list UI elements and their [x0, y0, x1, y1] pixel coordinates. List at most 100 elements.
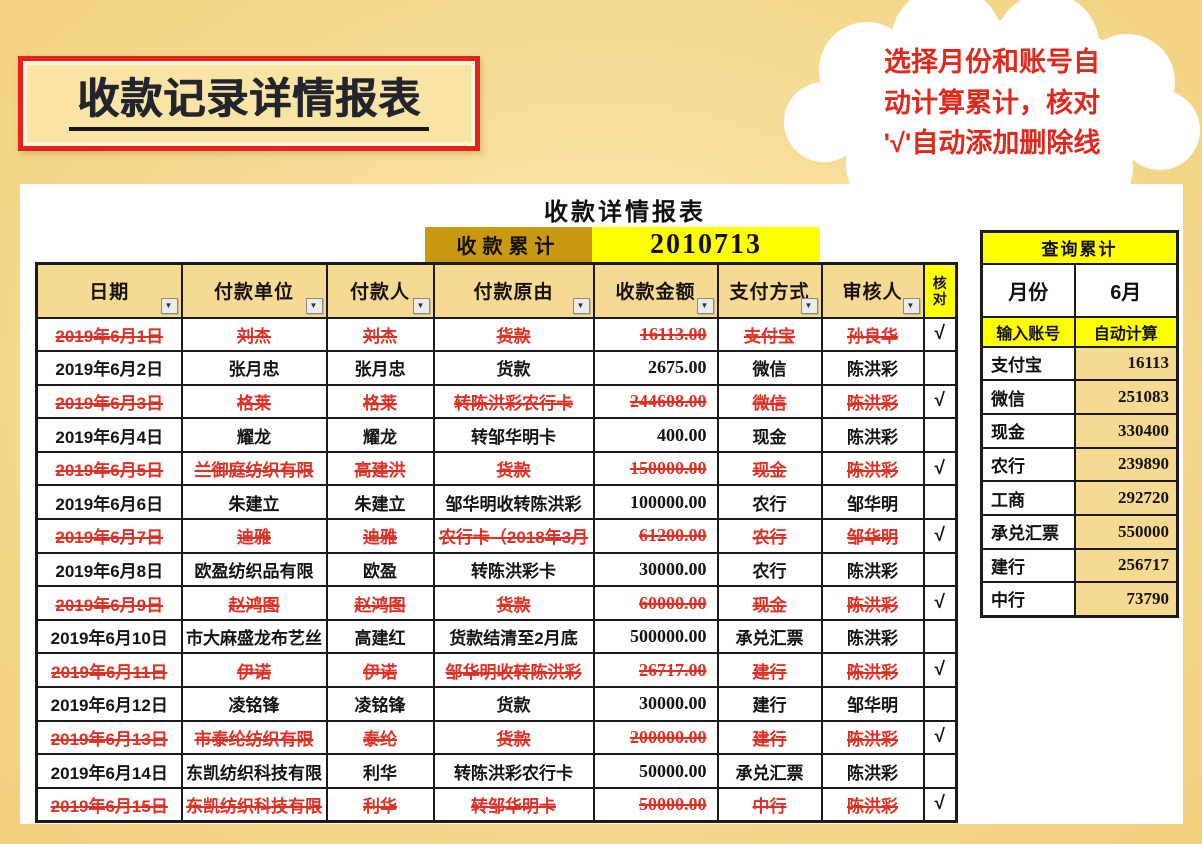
filter-dropdown-icon[interactable]: ▼ — [902, 297, 920, 314]
filter-dropdown-icon[interactable]: ▼ — [696, 297, 714, 314]
month-label-cell: 月份 — [980, 262, 1076, 318]
cell-reason: 转陈洪彩卡 — [432, 551, 595, 588]
cell-check[interactable] — [922, 753, 958, 789]
account-name-cell[interactable]: 微信 — [980, 379, 1076, 415]
month-value-cell[interactable]: 6月 — [1073, 262, 1179, 318]
cell-reviewer: 陈洪彩 — [820, 383, 925, 420]
cell-check[interactable]: √ — [922, 719, 958, 756]
cell-check[interactable]: √ — [922, 450, 958, 487]
cell-reason: 转陈洪彩农行卡 — [432, 383, 595, 420]
cell-reviewer: 陈洪彩 — [820, 551, 925, 588]
account-name-cell[interactable]: 支付宝 — [980, 345, 1076, 382]
account-row: 农行 239890 — [980, 446, 1179, 483]
table-row: 2019年6月9日 赵鸿图 赵鸿图 货款 60000.00 现金 陈洪彩 √ — [35, 585, 958, 621]
cell-unit: 市大麻盛龙布艺丝 — [180, 618, 328, 655]
cell-amount: 150000.00 — [592, 450, 719, 487]
cell-check[interactable]: √ — [922, 652, 958, 689]
account-name-cell[interactable]: 中行 — [980, 581, 1076, 617]
cell-payer: 耀龙 — [325, 417, 435, 453]
account-value-cell: 292720 — [1073, 480, 1179, 516]
cell-payer: 高建洪 — [325, 450, 435, 487]
cell-check[interactable] — [922, 350, 958, 386]
cell-method: 微信 — [716, 350, 823, 386]
account-name-cell[interactable]: 工商 — [980, 480, 1076, 516]
cell-method: 建行 — [716, 686, 823, 722]
cell-reviewer: 陈洪彩 — [820, 719, 925, 756]
column-header-amount: 收款金额 ▼ — [592, 262, 719, 319]
account-name-cell[interactable]: 承兑汇票 — [980, 513, 1076, 550]
cell-check[interactable]: √ — [922, 518, 958, 554]
cell-amount: 2675.00 — [592, 350, 719, 386]
account-name-cell[interactable]: 建行 — [980, 547, 1076, 584]
filter-dropdown-icon[interactable]: ▼ — [412, 297, 430, 314]
cell-check[interactable] — [922, 484, 958, 521]
cumulative-banner: 收款累计 2010713 — [425, 227, 820, 262]
cloud-icon — [784, 0, 1200, 247]
cell-reason: 农行卡（2018年3月 — [432, 518, 595, 554]
cell-amount: 26717.00 — [592, 652, 719, 689]
report-table: 日期 ▼ 付款单位 ▼ 付款人 ▼ 付款原由 ▼ 收款金额 ▼ 支付方式 ▼ 审核人 ▼ 核对 2019年6… — [35, 262, 958, 823]
cell-payer: 伊诺 — [325, 652, 435, 689]
cell-reviewer: 邹华明 — [820, 686, 925, 722]
cell-amount: 500000.00 — [592, 618, 719, 655]
cell-date: 2019年6月1日 — [35, 316, 183, 353]
account-row: 微信 251083 — [980, 379, 1179, 415]
cell-method: 现金 — [716, 450, 823, 487]
account-row: 中行 73790 — [980, 581, 1179, 617]
table-row: 2019年6月8日 欧盈纺织品有限 欧盈 转陈洪彩卡 30000.00 农行 陈洪彩 — [35, 551, 958, 588]
callout-line-2: 动计算累计，核对 — [884, 87, 1100, 118]
main-title-box: 收款记录详情报表 — [18, 56, 480, 151]
cell-payer: 欧盈 — [325, 551, 435, 588]
query-panel-title: 查询累计 — [980, 230, 1179, 265]
cell-unit: 市泰纶纺织有限 — [180, 719, 328, 756]
cell-unit: 刘杰 — [180, 316, 328, 353]
cell-date: 2019年6月13日 — [35, 719, 183, 756]
cell-date: 2019年6月11日 — [35, 652, 183, 689]
filter-dropdown-icon[interactable]: ▼ — [160, 297, 178, 314]
cell-payer: 凌铭锋 — [325, 686, 435, 722]
cell-reviewer: 陈洪彩 — [820, 652, 925, 689]
cell-reviewer: 邹华明 — [820, 484, 925, 521]
cell-check[interactable] — [922, 417, 958, 453]
cell-method: 农行 — [716, 551, 823, 588]
cell-date: 2019年6月14日 — [35, 753, 183, 789]
cell-check[interactable]: √ — [922, 316, 958, 353]
cell-amount: 400.00 — [592, 417, 719, 453]
cell-amount: 60000.00 — [592, 585, 719, 621]
table-row: 2019年6月14日 东凯纺织科技有限 利华 转陈洪彩农行卡 50000.00 承兑汇票陈… — [35, 753, 958, 789]
cell-unit: 赵鸿图 — [180, 585, 328, 621]
cell-unit: 东凯纺织科技有限 — [180, 786, 328, 823]
account-name-cell[interactable]: 现金 — [980, 412, 1076, 449]
account-value-cell: 550000 — [1073, 513, 1179, 550]
cell-unit: 耀龙 — [180, 417, 328, 453]
filter-dropdown-icon[interactable]: ▼ — [800, 297, 818, 314]
cell-reason: 货款结清至2月底 — [432, 618, 595, 655]
cell-unit: 张月忠 — [180, 350, 328, 386]
cell-check[interactable]: √ — [922, 383, 958, 420]
cell-reason: 转邹华明卡 — [432, 417, 595, 453]
cell-date: 2019年6月12日 — [35, 686, 183, 722]
cell-unit: 朱建立 — [180, 484, 328, 521]
cell-reason: 转邹华明卡 — [432, 786, 595, 823]
cell-unit: 欧盈纺织品有限 — [180, 551, 328, 588]
cell-reviewer: 陈洪彩 — [820, 585, 925, 621]
cell-check[interactable] — [922, 618, 958, 655]
column-header-check: 核对 — [922, 262, 958, 319]
cell-check[interactable]: √ — [922, 585, 958, 621]
cell-date: 2019年6月2日 — [35, 350, 183, 386]
cell-date: 2019年6月6日 — [35, 484, 183, 521]
cell-check[interactable] — [922, 686, 958, 722]
filter-dropdown-icon[interactable]: ▼ — [572, 297, 590, 314]
cell-payer: 迪雅 — [325, 518, 435, 554]
cell-reason: 邹华明收转陈洪彩 — [432, 484, 595, 521]
cell-reason: 货款 — [432, 585, 595, 621]
account-name-cell[interactable]: 农行 — [980, 446, 1076, 483]
cell-reason: 货款 — [432, 686, 595, 722]
cell-check[interactable]: √ — [922, 786, 958, 823]
filter-dropdown-icon[interactable]: ▼ — [305, 297, 323, 314]
table-row: 2019年6月5日 兰御庭纺织有限 高建洪 货款 150000.00 现金 陈洪彩 √ — [35, 450, 958, 487]
cell-method: 现金 — [716, 585, 823, 621]
cell-check[interactable] — [922, 551, 958, 588]
account-row: 现金 330400 — [980, 412, 1179, 449]
cell-unit: 格莱 — [180, 383, 328, 420]
